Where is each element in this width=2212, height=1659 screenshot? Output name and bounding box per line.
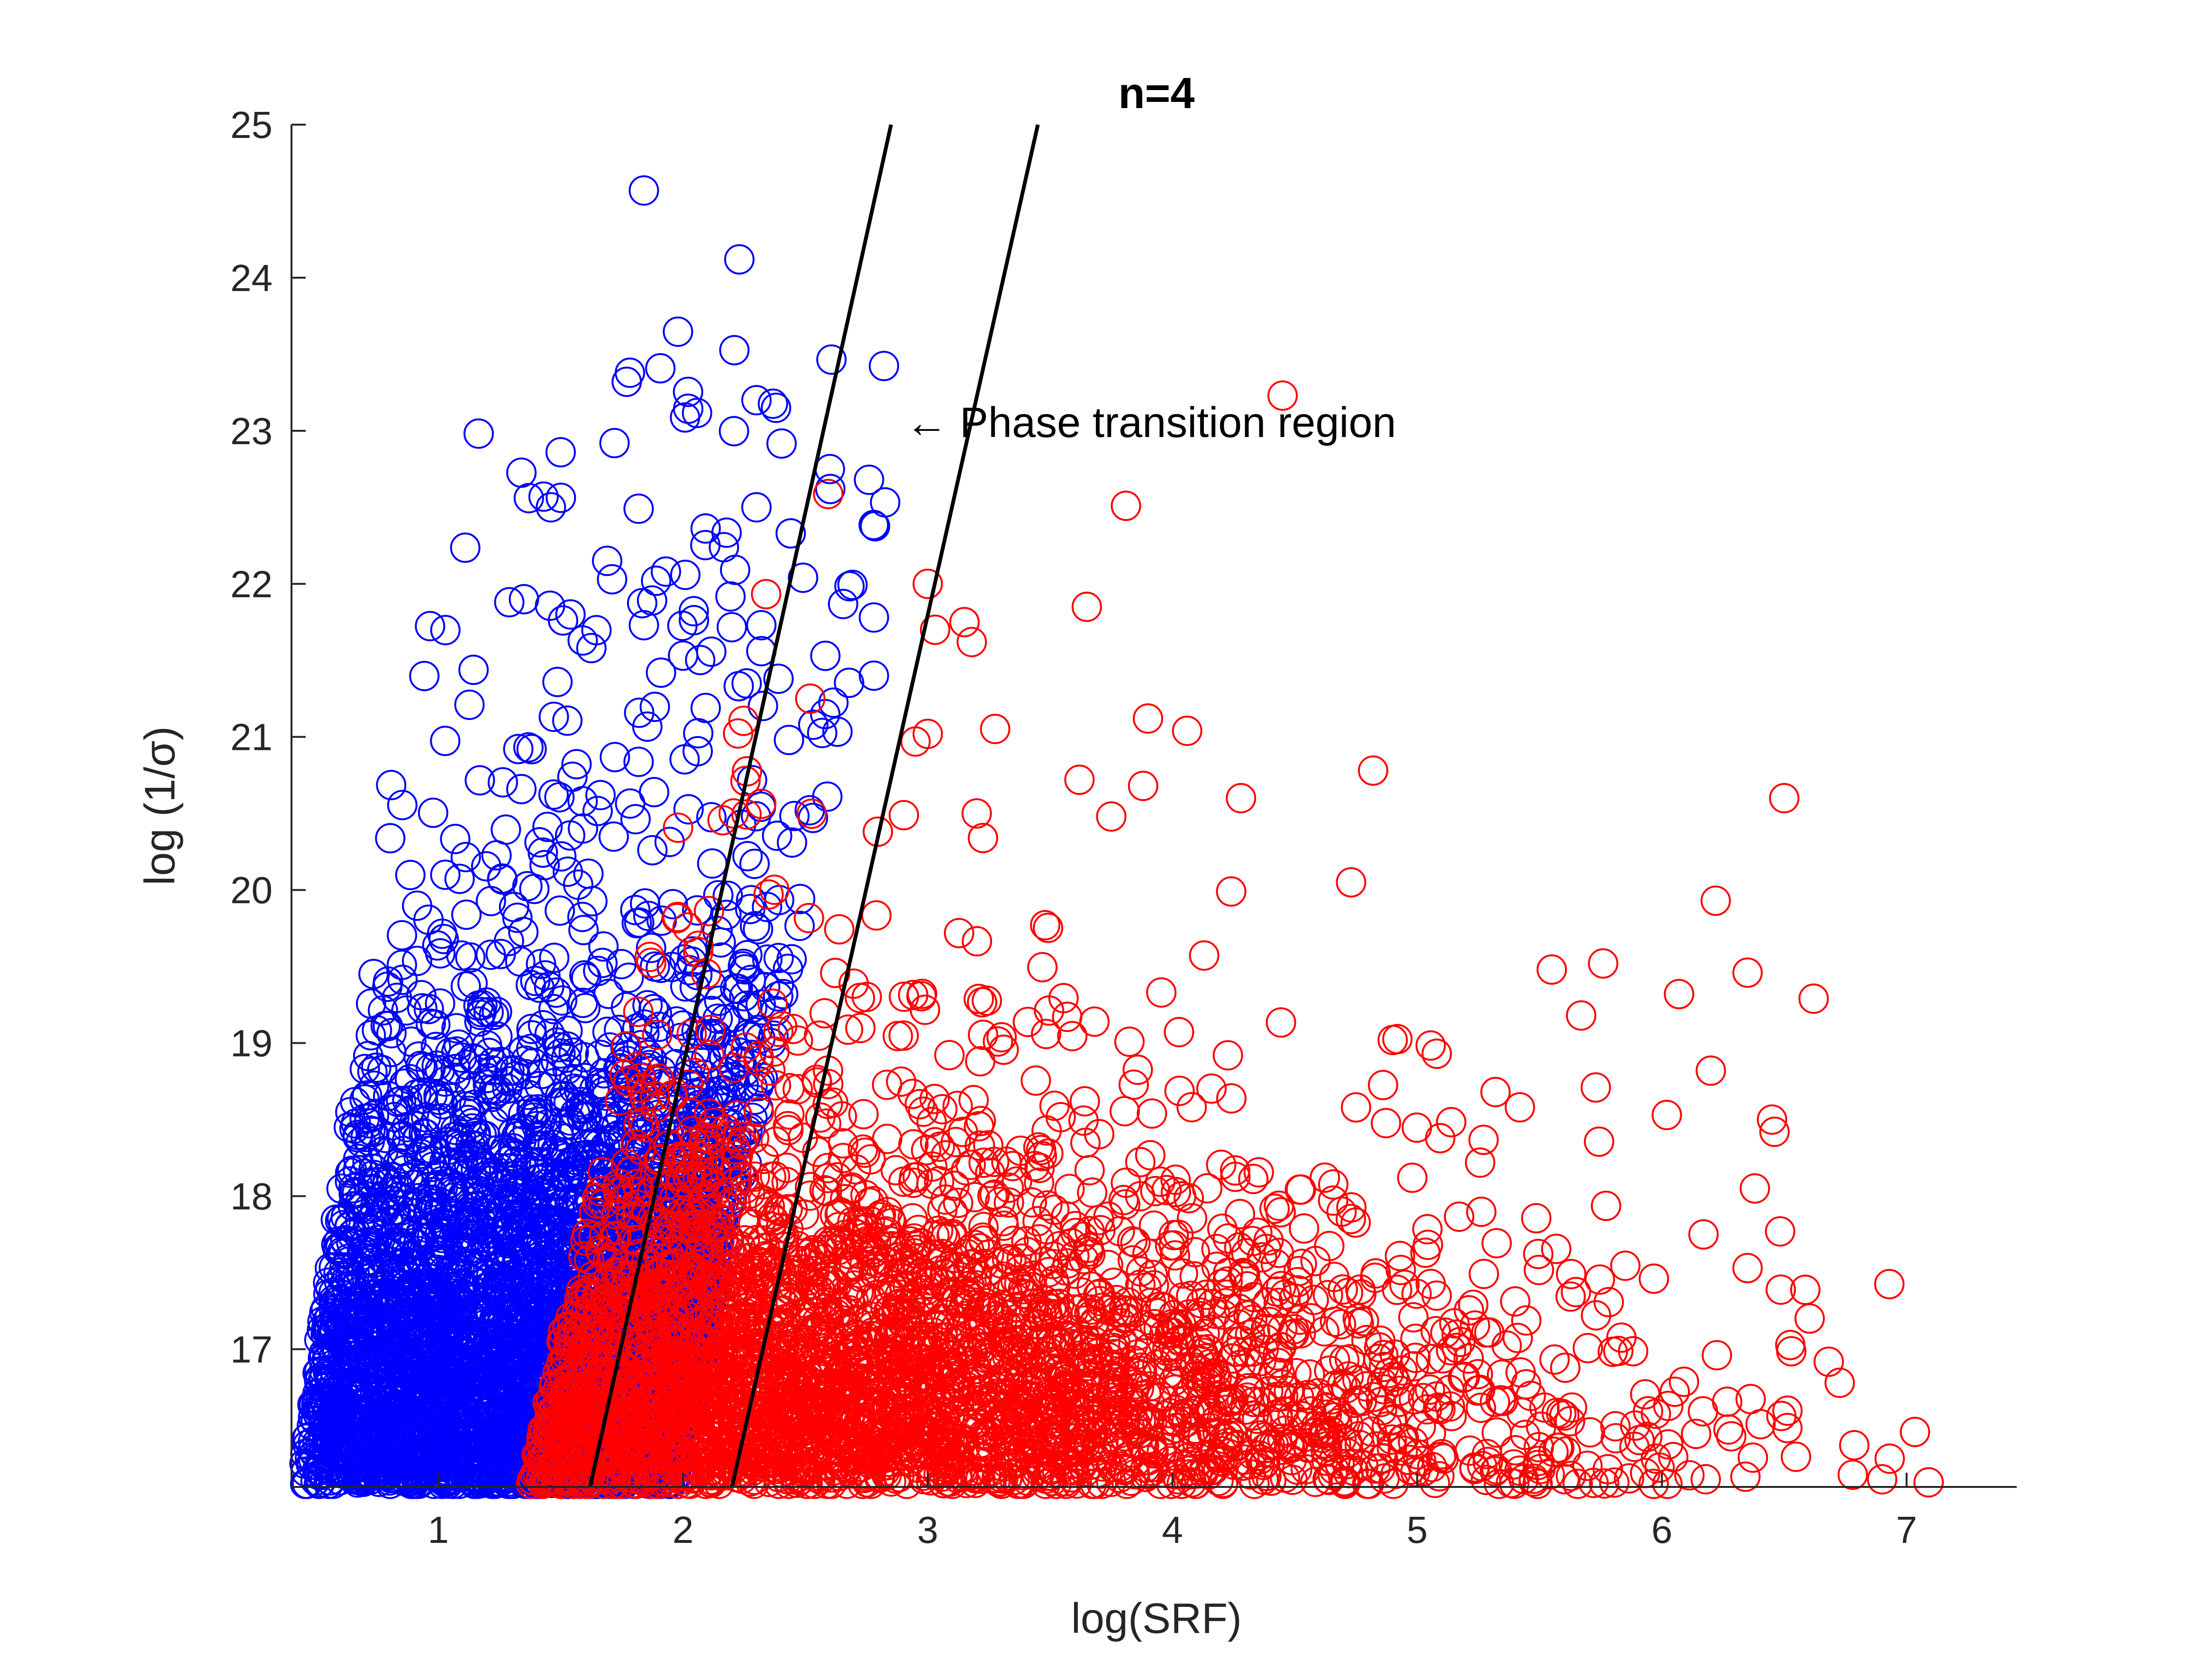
blue-point <box>487 767 518 798</box>
blue-point <box>387 790 418 820</box>
blue-point <box>685 645 716 675</box>
blue-point <box>528 837 558 868</box>
blue-point <box>444 864 475 894</box>
blue-point <box>463 418 494 449</box>
blue-point <box>552 1015 583 1046</box>
blue-point <box>396 1026 427 1057</box>
blue-point <box>482 996 512 1027</box>
blue-point <box>777 827 807 858</box>
blue-point <box>600 742 630 773</box>
blue-point <box>663 316 693 347</box>
blue-point <box>506 774 537 804</box>
blue-point <box>455 942 486 973</box>
blue-point <box>739 848 770 879</box>
blue-point <box>378 1094 408 1125</box>
blue-point <box>458 655 489 685</box>
blue-point <box>335 1166 365 1197</box>
blue-point <box>569 960 600 991</box>
blue-point <box>752 892 783 922</box>
blue-point <box>520 966 551 996</box>
blue-point <box>592 1016 623 1047</box>
blue-point <box>402 946 432 976</box>
blue-point <box>620 894 651 925</box>
blue-point <box>415 611 446 641</box>
blue-point <box>376 1018 407 1048</box>
blue-point <box>784 911 815 941</box>
blue-point <box>430 615 461 646</box>
blue-point <box>613 962 644 993</box>
blue-point <box>370 1011 401 1041</box>
blue-point <box>670 559 701 590</box>
blue-point <box>337 1155 367 1186</box>
blue-point <box>464 765 495 796</box>
blue-point <box>569 1063 600 1094</box>
blue-point <box>528 1183 559 1213</box>
blue-point <box>387 1213 418 1244</box>
blue-point <box>430 859 461 890</box>
blue-point <box>622 1013 653 1044</box>
blue-point <box>766 428 797 459</box>
blue-point <box>807 718 837 748</box>
blue-point <box>606 949 637 979</box>
blue-point <box>624 697 655 728</box>
blue-point <box>503 734 534 765</box>
blue-point <box>834 667 865 698</box>
blue-point <box>630 888 660 919</box>
blue-point <box>678 596 709 627</box>
blue-point <box>822 716 853 747</box>
blue-point <box>491 814 521 845</box>
blue-point <box>561 749 592 780</box>
blue-point <box>669 744 700 775</box>
blue-point <box>485 939 516 969</box>
blue-point <box>546 483 576 513</box>
blue-point <box>636 932 666 963</box>
blue-point <box>425 988 455 1019</box>
blue-point <box>682 895 712 926</box>
blue-point <box>418 797 448 828</box>
blue-point <box>545 1038 576 1069</box>
blue-point <box>715 581 746 612</box>
blue-point <box>637 835 668 866</box>
blue-point <box>505 946 536 977</box>
blue-point <box>538 994 569 1024</box>
blue-point <box>696 802 727 833</box>
blue-point <box>762 820 792 851</box>
blue-point <box>420 1031 451 1062</box>
blue-point <box>720 555 750 585</box>
blue-point <box>576 633 607 664</box>
blue-point <box>717 612 747 643</box>
blue-point <box>530 960 561 991</box>
blue-point <box>598 821 629 852</box>
blue-point <box>516 1013 547 1044</box>
blue-point <box>367 1055 398 1085</box>
blue-point <box>451 899 482 930</box>
blue-point <box>757 388 788 419</box>
blue-point <box>798 710 828 740</box>
blue-point <box>724 1048 755 1078</box>
blue-point <box>450 532 481 563</box>
blue-point <box>552 705 583 736</box>
blue-point <box>818 687 849 718</box>
blue-point <box>737 1071 768 1102</box>
blue-point <box>534 971 564 1002</box>
blue-point <box>568 915 599 946</box>
blue-point <box>627 588 657 619</box>
blue-point <box>395 860 426 890</box>
blue-point <box>837 569 868 600</box>
blue-point <box>712 880 743 911</box>
blue-point <box>763 943 794 974</box>
blue-point <box>542 666 573 697</box>
blue-point <box>403 1041 434 1072</box>
blue-point <box>834 571 865 602</box>
blue-point <box>454 689 485 720</box>
